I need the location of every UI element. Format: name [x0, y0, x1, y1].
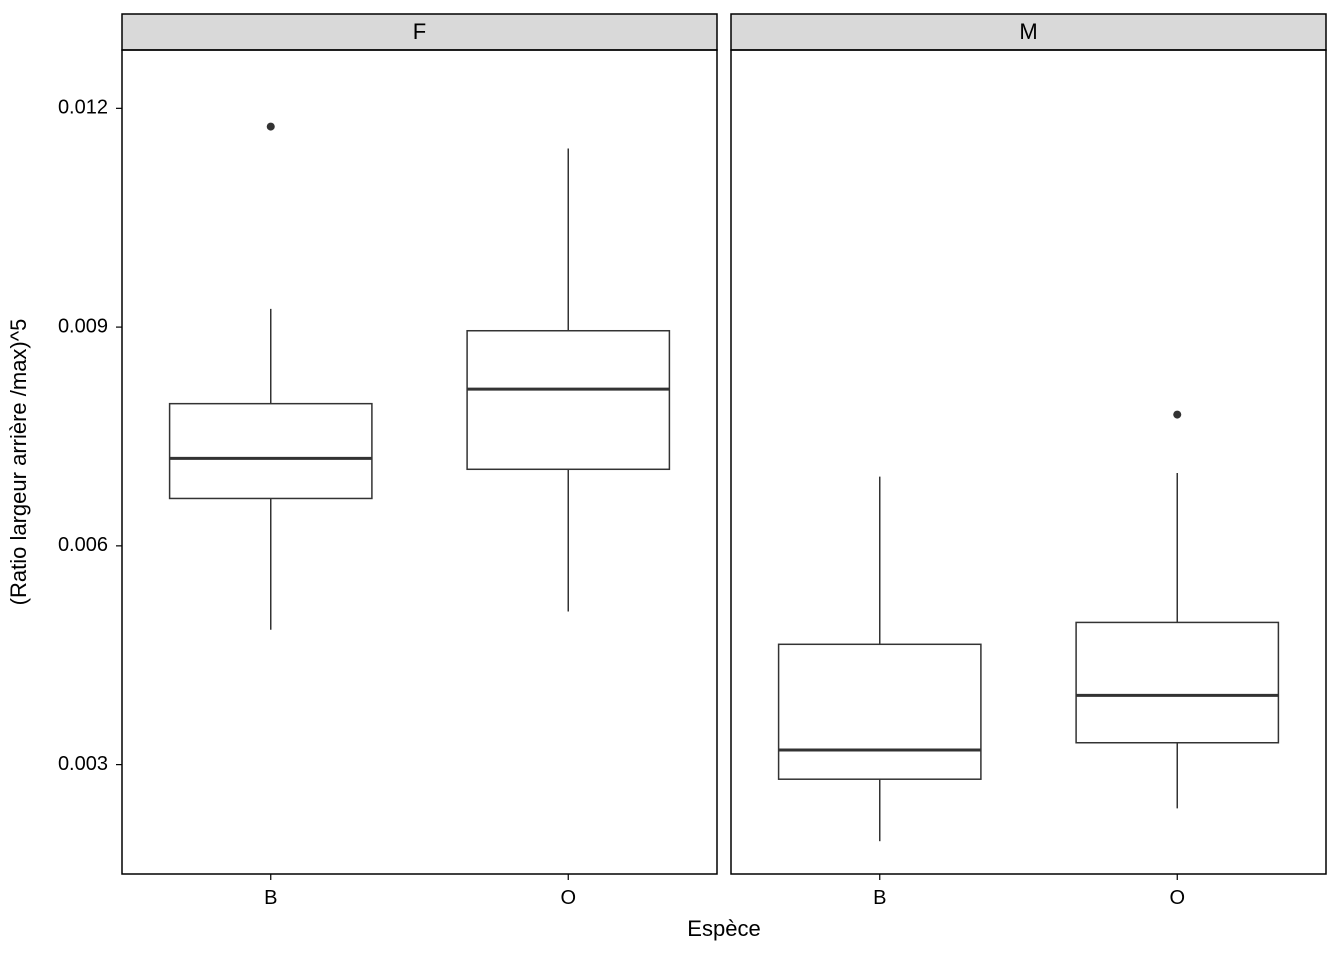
x-tick-label: O	[1169, 887, 1185, 909]
y-tick-label: 0.003	[58, 753, 108, 775]
box	[1076, 622, 1278, 742]
x-tick-label: B	[873, 887, 886, 909]
y-tick-label: 0.012	[58, 97, 108, 119]
facet-strip-label: M	[1019, 19, 1037, 44]
x-axis-title: Espèce	[687, 916, 760, 941]
box	[170, 404, 372, 499]
facet-strip-label: F	[413, 19, 426, 44]
x-tick-label: B	[264, 887, 277, 909]
x-tick-label: O	[560, 887, 576, 909]
box	[779, 644, 981, 779]
boxplot-figure: (Ratio largeur arrière /max)^5 0.003 0.006…	[0, 0, 1344, 960]
y-tick-label: 0.009	[58, 315, 108, 337]
outlier-point	[267, 123, 275, 131]
box	[467, 331, 669, 470]
y-axis-title: (Ratio largeur arrière /max)^5	[6, 319, 31, 606]
y-tick-label: 0.006	[58, 534, 108, 556]
outlier-point	[1173, 411, 1181, 419]
